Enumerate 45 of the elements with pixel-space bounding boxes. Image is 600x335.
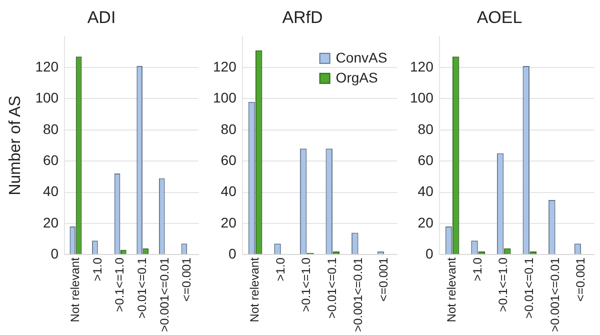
y-tick-label: 60 [42,152,59,168]
x-tick-label: <=0.001 [376,257,391,302]
x-tick-label: >0.1<=1.0 [496,257,510,312]
legend-label: ConvAS [336,49,388,66]
x-tick-label: Not relevant [444,256,459,322]
x-tick-label: >1.0 [90,257,104,282]
x-tick-label: >0.1<=1.0 [299,257,314,312]
x-tick-label: >0.01<=0.1 [134,257,149,319]
x-tick-label: Not relevant [68,256,82,322]
chart-title: ARfD [282,8,323,27]
chart-title: ADI [87,8,116,27]
y-tick-label: 80 [418,120,434,137]
y-tick-label: 20 [42,214,59,230]
y-tick-label: 120 [35,58,59,74]
y-tick-label: 80 [220,120,237,137]
y-tick-label: 20 [418,214,434,230]
y-tick-label: 120 [410,58,434,74]
x-tick-label: >1.0 [470,257,484,282]
x-tick-label: >0.1<=1.0 [112,257,127,312]
x-tick-label: >0.001<=0.01 [157,257,172,332]
y-tick-label: 20 [220,214,237,230]
y-tick-label: 100 [35,90,59,106]
y-tick-label: 120 [213,58,237,74]
x-tick-label: <=0.001 [574,257,588,302]
y-tick-label: 80 [42,120,59,137]
y-tick-label: 40 [220,183,237,200]
x-tick-label: <=0.001 [180,257,194,302]
y-tick-label: 60 [220,152,237,168]
legend-label: OrgAS [336,69,378,86]
chart-title: AOEL [476,8,522,27]
x-tick-label: Not relevant [248,256,262,322]
y-tick-label: 0 [426,245,434,262]
y-tick-label: 60 [418,152,434,168]
y-tick-label: 40 [42,183,59,200]
x-tick-label: >0.01<=0.1 [324,257,339,319]
x-tick-label: >1.0 [273,257,288,282]
y-tick-label: 100 [410,90,434,106]
y-tick-label: 0 [228,245,237,262]
y-tick-label: 40 [418,183,434,200]
y-tick-label: 100 [213,90,237,106]
x-tick-label: >0.001<=0.01 [548,257,562,332]
x-tick-label: >0.01<=0.1 [522,257,536,319]
x-tick-label: >0.001<=0.01 [350,257,365,332]
y-axis-title: Number of AS [7,96,24,196]
y-tick-label: 0 [50,245,59,262]
